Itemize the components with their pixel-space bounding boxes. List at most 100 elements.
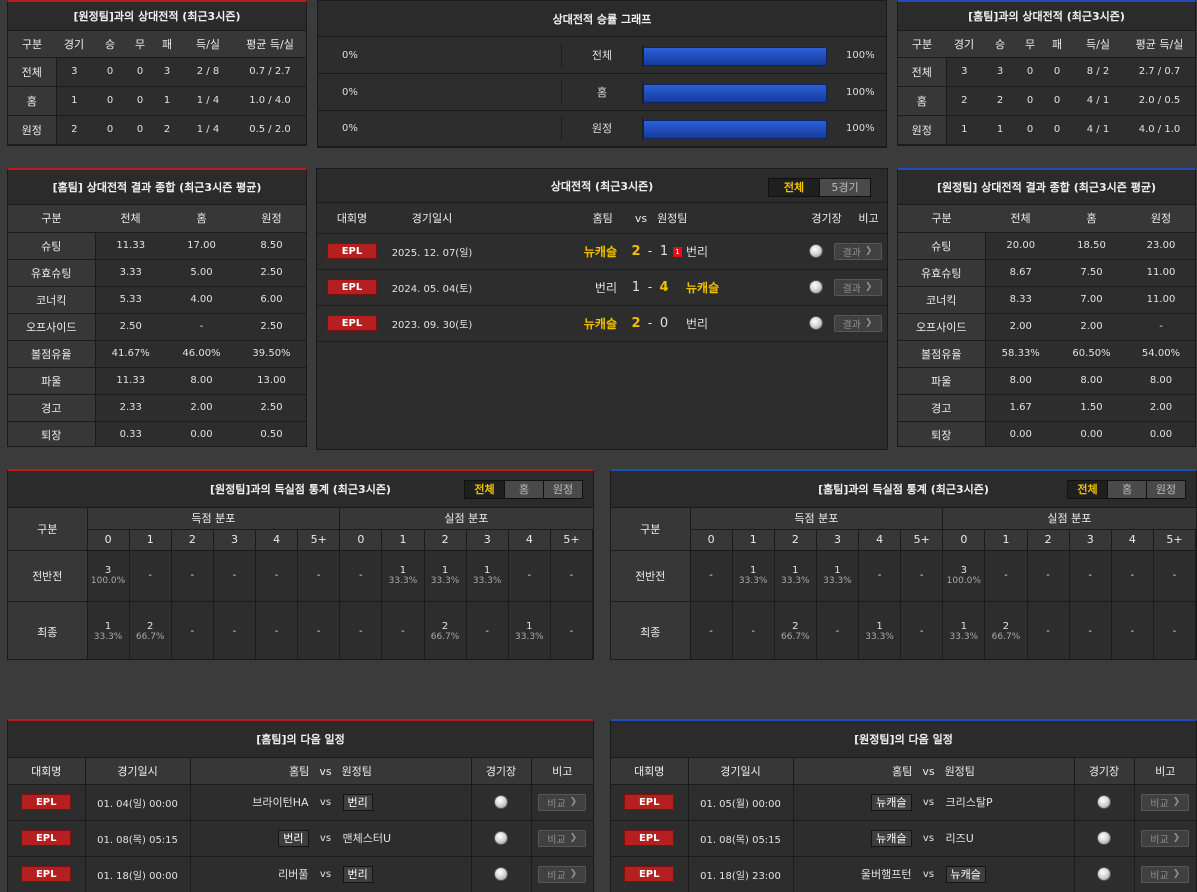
stat-cell: 58.33% (985, 340, 1056, 368)
away-team: 번리 (686, 244, 709, 259)
header-row: 대회명 경기일시 홈팀 vs 원정팀 경기장 비고 (317, 203, 887, 234)
compare-button[interactable]: 비교 ❯ (538, 865, 587, 883)
count: - (919, 570, 924, 581)
stadium-icon[interactable] (1097, 867, 1111, 881)
left-percent: 0% (342, 123, 358, 134)
stat-cell: 8.00 (1056, 367, 1127, 395)
result-button[interactable]: 결과 ❯ (833, 314, 882, 332)
stadium-icon[interactable] (494, 867, 508, 881)
goal-count-header: 4 (1111, 529, 1154, 551)
column-header: 구분 (898, 31, 946, 58)
goal-count-header: 0 (942, 529, 986, 551)
stat-cell: 3.33 (95, 259, 166, 287)
stadium-icon[interactable] (494, 795, 508, 809)
stat-cell: 41.67% (95, 340, 166, 368)
league-cell: EPL (317, 233, 387, 270)
stadium-icon[interactable] (808, 316, 823, 330)
teams-header: 홈팀 vs 원정팀 (793, 758, 1075, 785)
column-header: 원정팀 (657, 211, 688, 225)
scored-distribution-header: 득점 분포 (87, 508, 341, 530)
stadium-icon[interactable] (494, 831, 508, 845)
count: 2 (1002, 620, 1010, 632)
stadium-icon[interactable] (808, 280, 823, 294)
stat-cell: 5.33 (95, 286, 166, 314)
goal-count-header: 4 (255, 529, 299, 551)
stat-cell: 2.33 (95, 394, 166, 422)
row-label: 최종 (8, 601, 88, 659)
percent: 33.3% (781, 575, 810, 586)
column-header: 홈팀 (892, 764, 913, 778)
header-row: 구분 전체 홈 원정 (8, 205, 306, 233)
result-button[interactable]: 결과 ❯ (833, 242, 882, 260)
column-header: 패 (152, 31, 182, 58)
result-button-label: 결과 (842, 319, 861, 331)
match-date: 2023. 09. 30(토) (387, 305, 477, 342)
compare-button[interactable]: 비교 ❯ (538, 829, 587, 847)
toggle-all[interactable]: 전체 (769, 179, 819, 196)
compare-button[interactable]: 비교 ❯ (538, 793, 587, 811)
schedule-row: EPL 01. 18(일) 00:00 리버풀 vs 번리 비교 ❯ (8, 856, 593, 892)
goal-count-header: 4 (858, 529, 902, 551)
count: - (1172, 570, 1177, 581)
goal-count-header: 1 (381, 529, 425, 551)
stat-cell: 7.00 (1056, 286, 1127, 314)
stat-cell: - (339, 550, 383, 602)
stadium-icon[interactable] (808, 244, 823, 258)
table-row: 유효슈팅 8.67 7.50 11.00 (898, 259, 1195, 287)
count: - (569, 626, 574, 637)
result-button[interactable]: 결과 ❯ (833, 278, 882, 296)
goal-stats-table: 구분 득점 분포 실점 분포 0 1 2 3 4 5+ 0 1 2 3 4 5+ 전반전 -1 33.3% 1 33.… (611, 508, 1196, 659)
stat-cell: 5.00 (166, 259, 237, 287)
match-date: 2025. 12. 07(일) (387, 233, 477, 270)
count: - (274, 570, 279, 581)
row-label: 파울 (8, 367, 96, 395)
stadium-icon[interactable] (1097, 831, 1111, 845)
toggle-1[interactable]: 홈 (504, 481, 543, 498)
scored-distribution-header: 득점 분포 (690, 508, 944, 530)
goal-count-header: 0 (690, 529, 733, 551)
toggle-1[interactable]: 홈 (1107, 481, 1146, 498)
stadium-icon[interactable] (1097, 795, 1111, 809)
compare-button[interactable]: 비교 ❯ (1141, 865, 1190, 883)
column-header: 구분 (898, 205, 985, 233)
percent: 33.3% (949, 631, 979, 642)
stat-cell: 2.0 / 0.5 (1124, 86, 1195, 116)
stat-cell: 2.00 (985, 313, 1056, 341)
score-separator: - (647, 244, 653, 258)
goal-stats-table: 구분 득점 분포 실점 분포 0 1 2 3 4 5+ 0 1 2 3 4 5+ 전반전 3 100.0% - - - -… (8, 508, 593, 659)
match-date: 2024. 05. 04(토) (387, 269, 477, 306)
stat-cell: 2.7 / 0.7 (1124, 57, 1195, 87)
toggle-2[interactable]: 원정 (1146, 481, 1185, 498)
divider (642, 80, 643, 104)
compare-button[interactable]: 비교 ❯ (1141, 793, 1190, 811)
stat-cell: - (1069, 550, 1112, 602)
toggle-0[interactable]: 전체 (1068, 481, 1107, 498)
column-header: 구분 (8, 508, 88, 551)
stat-cell: 2 (946, 86, 982, 116)
group-header-row: 구분 득점 분포 실점 분포 (611, 508, 1196, 551)
stat-cell: - (858, 550, 902, 602)
stat-cell: 1 (56, 86, 92, 116)
divider (642, 44, 643, 67)
toggle-2[interactable]: 원정 (543, 481, 582, 498)
stat-cell: 0 (1018, 115, 1042, 145)
count: - (190, 626, 195, 637)
table-row: 퇴장 0.00 0.00 0.00 (898, 421, 1195, 446)
stat-cell: - (129, 550, 172, 602)
toggle-5games[interactable]: 5경기 (819, 179, 870, 196)
stat-cell: 4 / 1 (1072, 86, 1124, 116)
stat-cell: 8.00 (985, 367, 1056, 395)
column-header: 평균 득/실 (234, 31, 306, 58)
stat-cell: 2 66.7% (984, 601, 1028, 659)
away-team: 번리 (686, 316, 709, 331)
league-cell: EPL (317, 305, 387, 342)
stat-cell: - (255, 601, 299, 659)
stat-cell: 0 (128, 86, 152, 116)
column-header: 홈 (1056, 205, 1127, 233)
count: - (148, 570, 152, 581)
match-date: 01. 18(일) 00:00 (85, 856, 191, 892)
compare-button[interactable]: 비교 ❯ (1141, 829, 1190, 847)
toggle-0[interactable]: 전체 (465, 481, 504, 498)
header-row: 대회명 경기일시 홈팀 vs 원정팀 경기장 비고 (611, 758, 1196, 785)
